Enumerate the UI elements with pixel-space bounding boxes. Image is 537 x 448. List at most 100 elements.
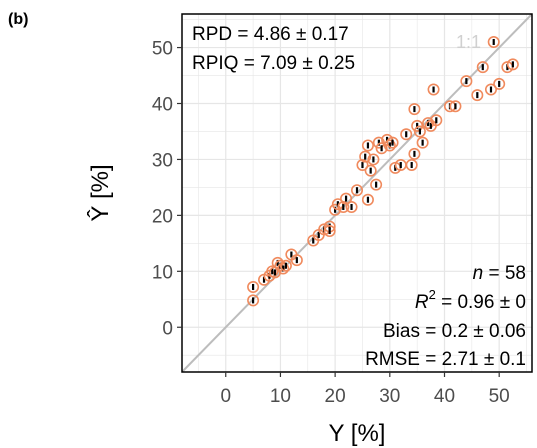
stat-rpd: RPD = 4.86 ± 0.17: [192, 24, 349, 45]
point-marker: [279, 259, 292, 272]
data-point: [247, 294, 260, 307]
data-point: [400, 128, 413, 141]
point-marker: [449, 100, 462, 113]
stat-n-value: = 58: [483, 263, 526, 284]
data-point: [350, 184, 363, 197]
point-marker: [487, 35, 500, 48]
x-tick-label: 0: [220, 386, 231, 407]
stat-r2-label: R: [415, 292, 429, 313]
data-point: [370, 178, 383, 191]
point-marker: [367, 153, 380, 166]
x-axis-title: Y [%]: [329, 420, 386, 447]
stat-bias: Bias = 0.2 ± 0.06: [383, 321, 526, 342]
point-marker: [329, 203, 342, 216]
y-tick-label: 20: [152, 206, 173, 227]
data-point: [361, 139, 374, 152]
stat-rmse: RMSE = 2.71 ± 0.1: [365, 349, 526, 370]
point-marker: [361, 193, 374, 206]
x-tick-label: 30: [379, 386, 400, 407]
point-marker: [361, 139, 374, 152]
stat-r2-value: = 0.96 ± 0: [436, 292, 526, 313]
data-point: [430, 114, 443, 127]
data-point: [408, 147, 421, 160]
data-point: [471, 89, 484, 102]
data-point: [449, 100, 462, 113]
data-point: [405, 159, 418, 172]
stat-rpiq: RPIQ = 7.09 ± 0.25: [192, 53, 355, 74]
point-marker: [400, 128, 413, 141]
point-marker: [375, 142, 388, 155]
data-points: [247, 35, 519, 307]
data-point: [408, 103, 421, 116]
point-marker: [405, 159, 418, 172]
point-marker: [247, 280, 260, 293]
y-tick-label: 10: [152, 262, 173, 283]
data-point: [364, 164, 377, 177]
point-marker: [356, 159, 369, 172]
y-tick-label: 0: [162, 318, 173, 339]
point-marker: [471, 89, 484, 102]
point-marker: [408, 147, 421, 160]
point-marker: [460, 75, 473, 88]
point-marker: [484, 83, 497, 96]
data-point: [337, 200, 350, 213]
point-marker: [427, 83, 440, 96]
stat-r2-sup: 2: [429, 287, 436, 302]
data-point: [493, 77, 506, 90]
data-point: [460, 75, 473, 88]
data-point: [340, 192, 353, 205]
data-point: [356, 159, 369, 172]
point-marker: [277, 262, 290, 275]
point-marker: [340, 192, 353, 205]
x-axis-ticks: 0 10 20 30 40 50: [220, 372, 510, 407]
data-point: [290, 254, 303, 267]
data-point: [279, 259, 292, 272]
point-marker: [413, 125, 426, 138]
point-marker: [386, 136, 399, 149]
point-marker: [476, 61, 489, 74]
point-marker: [359, 150, 372, 163]
point-marker: [247, 294, 260, 307]
point-marker: [506, 58, 519, 71]
panel-label: (b): [8, 11, 28, 28]
y-tick-label: 30: [152, 150, 173, 171]
stat-n: n = 58: [473, 263, 526, 284]
data-point: [487, 35, 500, 48]
point-marker: [370, 178, 383, 191]
y-tick-label: 50: [152, 39, 173, 60]
data-point: [427, 83, 440, 96]
x-tick-label: 40: [434, 386, 455, 407]
point-marker: [290, 254, 303, 267]
stat-n-label: n: [473, 263, 484, 284]
data-point: [476, 61, 489, 74]
x-tick-label: 20: [325, 386, 346, 407]
stat-r2: R2 = 0.96 ± 0: [415, 287, 526, 313]
point-marker: [493, 77, 506, 90]
data-point: [361, 193, 374, 206]
point-marker: [430, 114, 443, 127]
data-point: [247, 280, 260, 293]
data-point: [367, 153, 380, 166]
data-point: [386, 136, 399, 149]
point-marker: [422, 117, 435, 130]
y-axis-title: Ŷ [%]: [87, 164, 114, 221]
point-marker: [372, 136, 385, 149]
data-point: [359, 150, 372, 163]
one-to-one-label: 1:1: [456, 32, 481, 52]
data-point: [506, 58, 519, 71]
x-tick-label: 10: [270, 386, 291, 407]
point-marker: [411, 119, 424, 132]
point-marker: [383, 139, 396, 152]
data-point: [413, 125, 426, 138]
point-marker: [337, 200, 350, 213]
data-point: [484, 83, 497, 96]
grid-lines: [182, 14, 532, 372]
point-marker: [345, 200, 358, 213]
y-axis-ticks: 0 10 20 30 40 50: [152, 39, 182, 339]
data-point: [323, 225, 336, 238]
point-marker: [408, 103, 421, 116]
y-tick-label: 40: [152, 95, 173, 116]
data-point: [375, 142, 388, 155]
data-point: [345, 200, 358, 213]
